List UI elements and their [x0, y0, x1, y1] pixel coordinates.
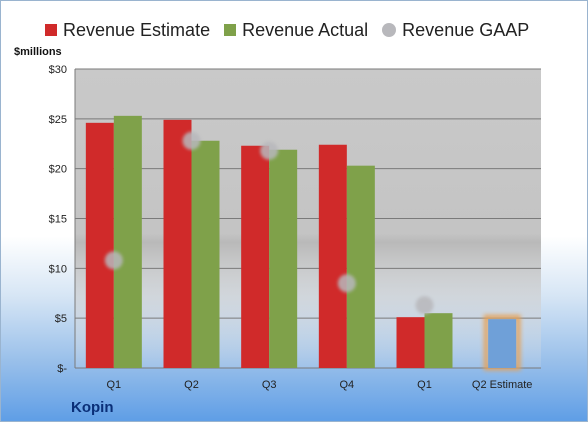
y-tick-label: $20 [49, 164, 67, 176]
marker-revenue-gaap [260, 141, 279, 160]
y-tick-label: $15 [49, 214, 67, 226]
x-tick-label: Q1 [106, 379, 121, 391]
bar-q2-estimate [488, 319, 517, 368]
marker-revenue-gaap [182, 131, 201, 150]
bar-revenue-actual [424, 313, 453, 368]
bar-revenue-estimate [163, 119, 192, 368]
x-tick-label: Q4 [339, 379, 354, 391]
marker-revenue-gaap [337, 274, 356, 293]
bar-revenue-estimate [241, 145, 270, 368]
legend-label-gaap: Revenue GAAP [402, 19, 530, 40]
y-tick-label: $30 [49, 64, 67, 76]
bar-revenue-estimate [396, 317, 425, 368]
legend-item-gaap: Revenue GAAP [382, 20, 529, 41]
legend: Revenue Estimate Revenue Actual Revenue … [45, 18, 543, 42]
y-tick-label: $25 [49, 114, 67, 126]
bar-revenue-estimate [318, 144, 347, 368]
legend-item-estimate: Revenue Estimate [45, 20, 210, 41]
legend-item-actual: Revenue Actual [224, 20, 368, 41]
y-tick-label: $5 [55, 313, 67, 325]
x-tick-label: Q3 [262, 379, 277, 391]
x-tick-label: Q1 [417, 379, 432, 391]
x-tick-label: Q2 Estimate [472, 379, 533, 391]
y-tick-label: $10 [49, 263, 67, 275]
marker-revenue-gaap [104, 251, 123, 270]
bar-revenue-estimate [85, 122, 114, 368]
bar-revenue-actual [346, 165, 375, 368]
legend-swatch-estimate [45, 24, 57, 36]
y-axis-units-label: $millions [14, 46, 62, 58]
bar-revenue-actual [269, 149, 298, 368]
legend-label-estimate: Revenue Estimate [63, 19, 211, 40]
legend-label-actual: Revenue Actual [242, 19, 369, 40]
company-name: Kopin [71, 399, 114, 416]
bar-revenue-actual [113, 115, 142, 369]
y-tick-label: $- [57, 363, 67, 375]
x-tick-label: Q2 [184, 379, 199, 391]
legend-swatch-gaap [382, 23, 397, 37]
bar-revenue-actual [191, 140, 220, 368]
marker-revenue-gaap [415, 296, 434, 315]
legend-swatch-actual [224, 24, 237, 36]
